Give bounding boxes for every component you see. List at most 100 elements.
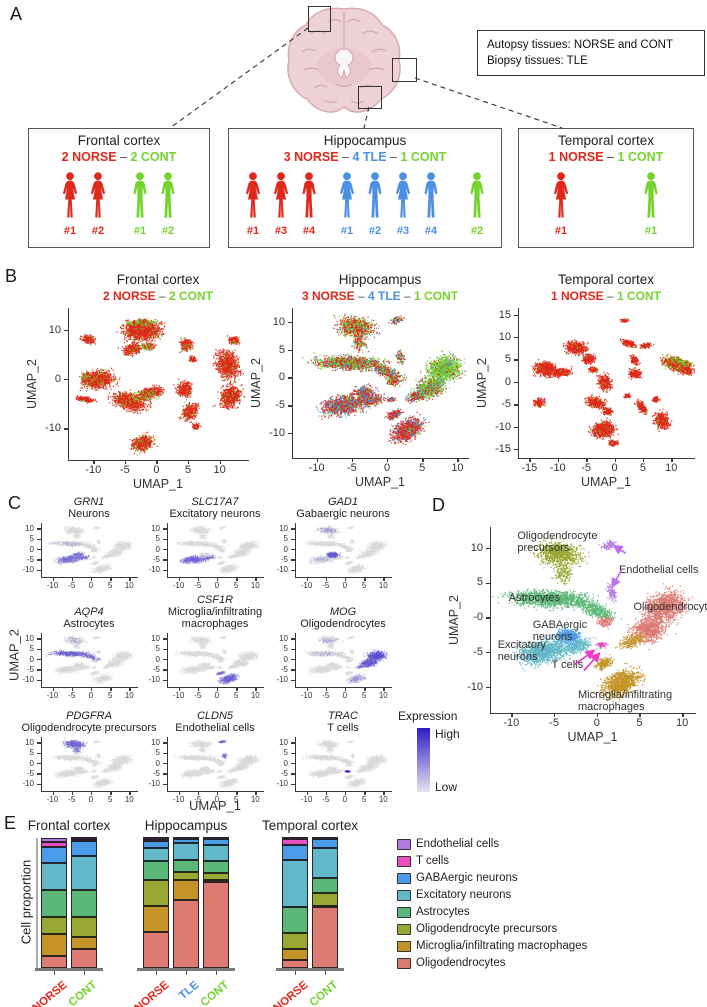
sample-count-norse: 2 NORSE bbox=[102, 289, 156, 303]
y-tick-mark bbox=[486, 686, 490, 689]
cluster-label: Excitatory bbox=[497, 639, 546, 652]
x-axis-label: UMAP_1 bbox=[580, 475, 632, 489]
panel-label-e: E bbox=[4, 813, 17, 833]
bar-segment-microglia-infiltrating-macrophages bbox=[203, 879, 229, 883]
brain-region-box-temporal bbox=[392, 58, 417, 82]
person-id: #1 bbox=[63, 225, 77, 237]
feature-celltype: T cells bbox=[327, 722, 359, 734]
separator: – bbox=[400, 289, 415, 303]
y-tick-label: 0 bbox=[283, 544, 288, 554]
x-tick-mark bbox=[364, 791, 366, 795]
x-axis-label: UMAP_1 bbox=[567, 730, 618, 744]
x-tick-mark bbox=[110, 791, 112, 795]
feature-grn1-canvas bbox=[42, 523, 138, 577]
y-tick-mark bbox=[514, 314, 518, 317]
x-tick-label: -5 bbox=[194, 691, 202, 700]
x-tick-mark bbox=[197, 577, 200, 581]
bar-label-norse: NORSE bbox=[132, 979, 172, 1007]
bar-label-norse: NORSE bbox=[30, 979, 70, 1007]
y-tick-label: 0 bbox=[504, 375, 511, 388]
baseline bbox=[276, 968, 344, 971]
plot-subtitle: 2 NORSE – 2 CONT bbox=[103, 289, 213, 303]
x-tick-label: 0 bbox=[593, 717, 600, 729]
x-tick-label: -5 bbox=[322, 691, 330, 700]
y-tick-label: 10 bbox=[151, 737, 160, 747]
y-tick-mark bbox=[291, 648, 295, 650]
plot-subtitle: 1 NORSE – 1 CONT bbox=[551, 289, 661, 303]
x-tick-mark bbox=[422, 458, 424, 462]
person-icon-tle bbox=[340, 172, 354, 218]
stacked-bar-norse bbox=[143, 837, 169, 968]
umap-frontal-plot-area bbox=[68, 308, 249, 461]
bar-segment-oligodendrocytes bbox=[143, 931, 169, 968]
y-tick-mark bbox=[163, 669, 167, 671]
x-tick-mark bbox=[344, 687, 347, 691]
info-box-line1: Autopsy tissues: NORSE and CONT bbox=[487, 39, 673, 51]
x-tick-label: -10 bbox=[85, 464, 102, 476]
person-icon-norse bbox=[554, 172, 568, 218]
feature-celltype: Neurons bbox=[68, 508, 110, 520]
x-tick-mark bbox=[682, 713, 684, 717]
y-tick-label: 10 bbox=[279, 633, 288, 643]
y-tick-label: 0 bbox=[29, 654, 34, 664]
x-tick-label: -10 bbox=[46, 795, 59, 804]
legend-row: Oligodendrocytes bbox=[397, 957, 506, 969]
x-tick-mark bbox=[216, 970, 218, 975]
x-tick-label: 5 bbox=[233, 795, 239, 804]
y-tick-mark bbox=[37, 559, 41, 561]
x-tick-label: -15 bbox=[521, 462, 538, 474]
y-tick-mark bbox=[163, 658, 167, 661]
x-tick-mark bbox=[71, 687, 74, 691]
umap-clusters-canvas bbox=[491, 527, 696, 713]
person-id: #3 bbox=[274, 225, 288, 237]
separator: – bbox=[116, 150, 131, 164]
y-tick-label: -5 bbox=[275, 399, 285, 412]
x-tick-mark bbox=[90, 577, 93, 581]
feature-gene-name: AQP4 bbox=[74, 606, 104, 618]
y-tick-label: -5 bbox=[26, 664, 34, 674]
panelC-xaxis-label: UMAP_1 bbox=[188, 798, 242, 813]
y-tick-label: 5 bbox=[155, 534, 160, 544]
x-tick-label: 10 bbox=[213, 464, 226, 476]
x-tick-label: -10 bbox=[46, 581, 59, 590]
person-id: #1 bbox=[554, 225, 568, 237]
person-cell: #3 bbox=[269, 169, 294, 237]
bar-segment-excitatory-neurons bbox=[312, 848, 338, 879]
y-tick-label: -5 bbox=[152, 664, 160, 674]
feature-gene-name: MOG bbox=[329, 606, 357, 618]
panel-label-b: B bbox=[5, 266, 18, 286]
x-tick-mark bbox=[316, 458, 319, 462]
y-axis-label: UMAP_2 bbox=[25, 358, 39, 410]
y-tick-mark bbox=[163, 538, 167, 540]
y-tick-label: -10 bbox=[22, 565, 34, 575]
y-tick-label: -10 bbox=[22, 675, 34, 685]
bar-segment-oligodendrocyte-precursors bbox=[143, 879, 169, 906]
x-tick-mark bbox=[586, 458, 588, 462]
x-tick-label: 10 bbox=[250, 795, 260, 804]
x-tick-label: -5 bbox=[68, 691, 76, 700]
bar-segment-astrocytes bbox=[203, 861, 229, 874]
y-tick-label: 0 bbox=[283, 654, 288, 664]
x-tick-label: -5 bbox=[194, 795, 202, 804]
y-tick-label: 5 bbox=[155, 748, 160, 758]
x-tick-label: -10 bbox=[172, 691, 185, 700]
x-tick-mark bbox=[156, 460, 158, 464]
feature-gene-name: TRAC bbox=[328, 710, 358, 722]
x-tick-label: 5 bbox=[107, 691, 113, 700]
x-tick-mark bbox=[156, 970, 158, 975]
y-tick-mark bbox=[514, 359, 518, 361]
x-tick-label: -5 bbox=[322, 581, 330, 590]
y-tick-label: -10 bbox=[276, 779, 288, 789]
x-tick-label: -10 bbox=[300, 691, 313, 700]
y-tick-mark bbox=[514, 337, 518, 339]
bar-segment-excitatory-neurons bbox=[71, 856, 97, 890]
x-tick-label: 0 bbox=[88, 691, 94, 700]
panel-label-c: C bbox=[8, 493, 21, 513]
feature-pdgfra-canvas bbox=[42, 737, 138, 791]
x-tick-mark bbox=[84, 970, 86, 975]
legend-chip bbox=[397, 923, 411, 935]
y-tick-mark bbox=[163, 752, 167, 754]
person-icon-tle bbox=[424, 172, 438, 218]
x-tick-label: 10 bbox=[124, 691, 134, 700]
person-cell: #2 bbox=[465, 169, 490, 237]
